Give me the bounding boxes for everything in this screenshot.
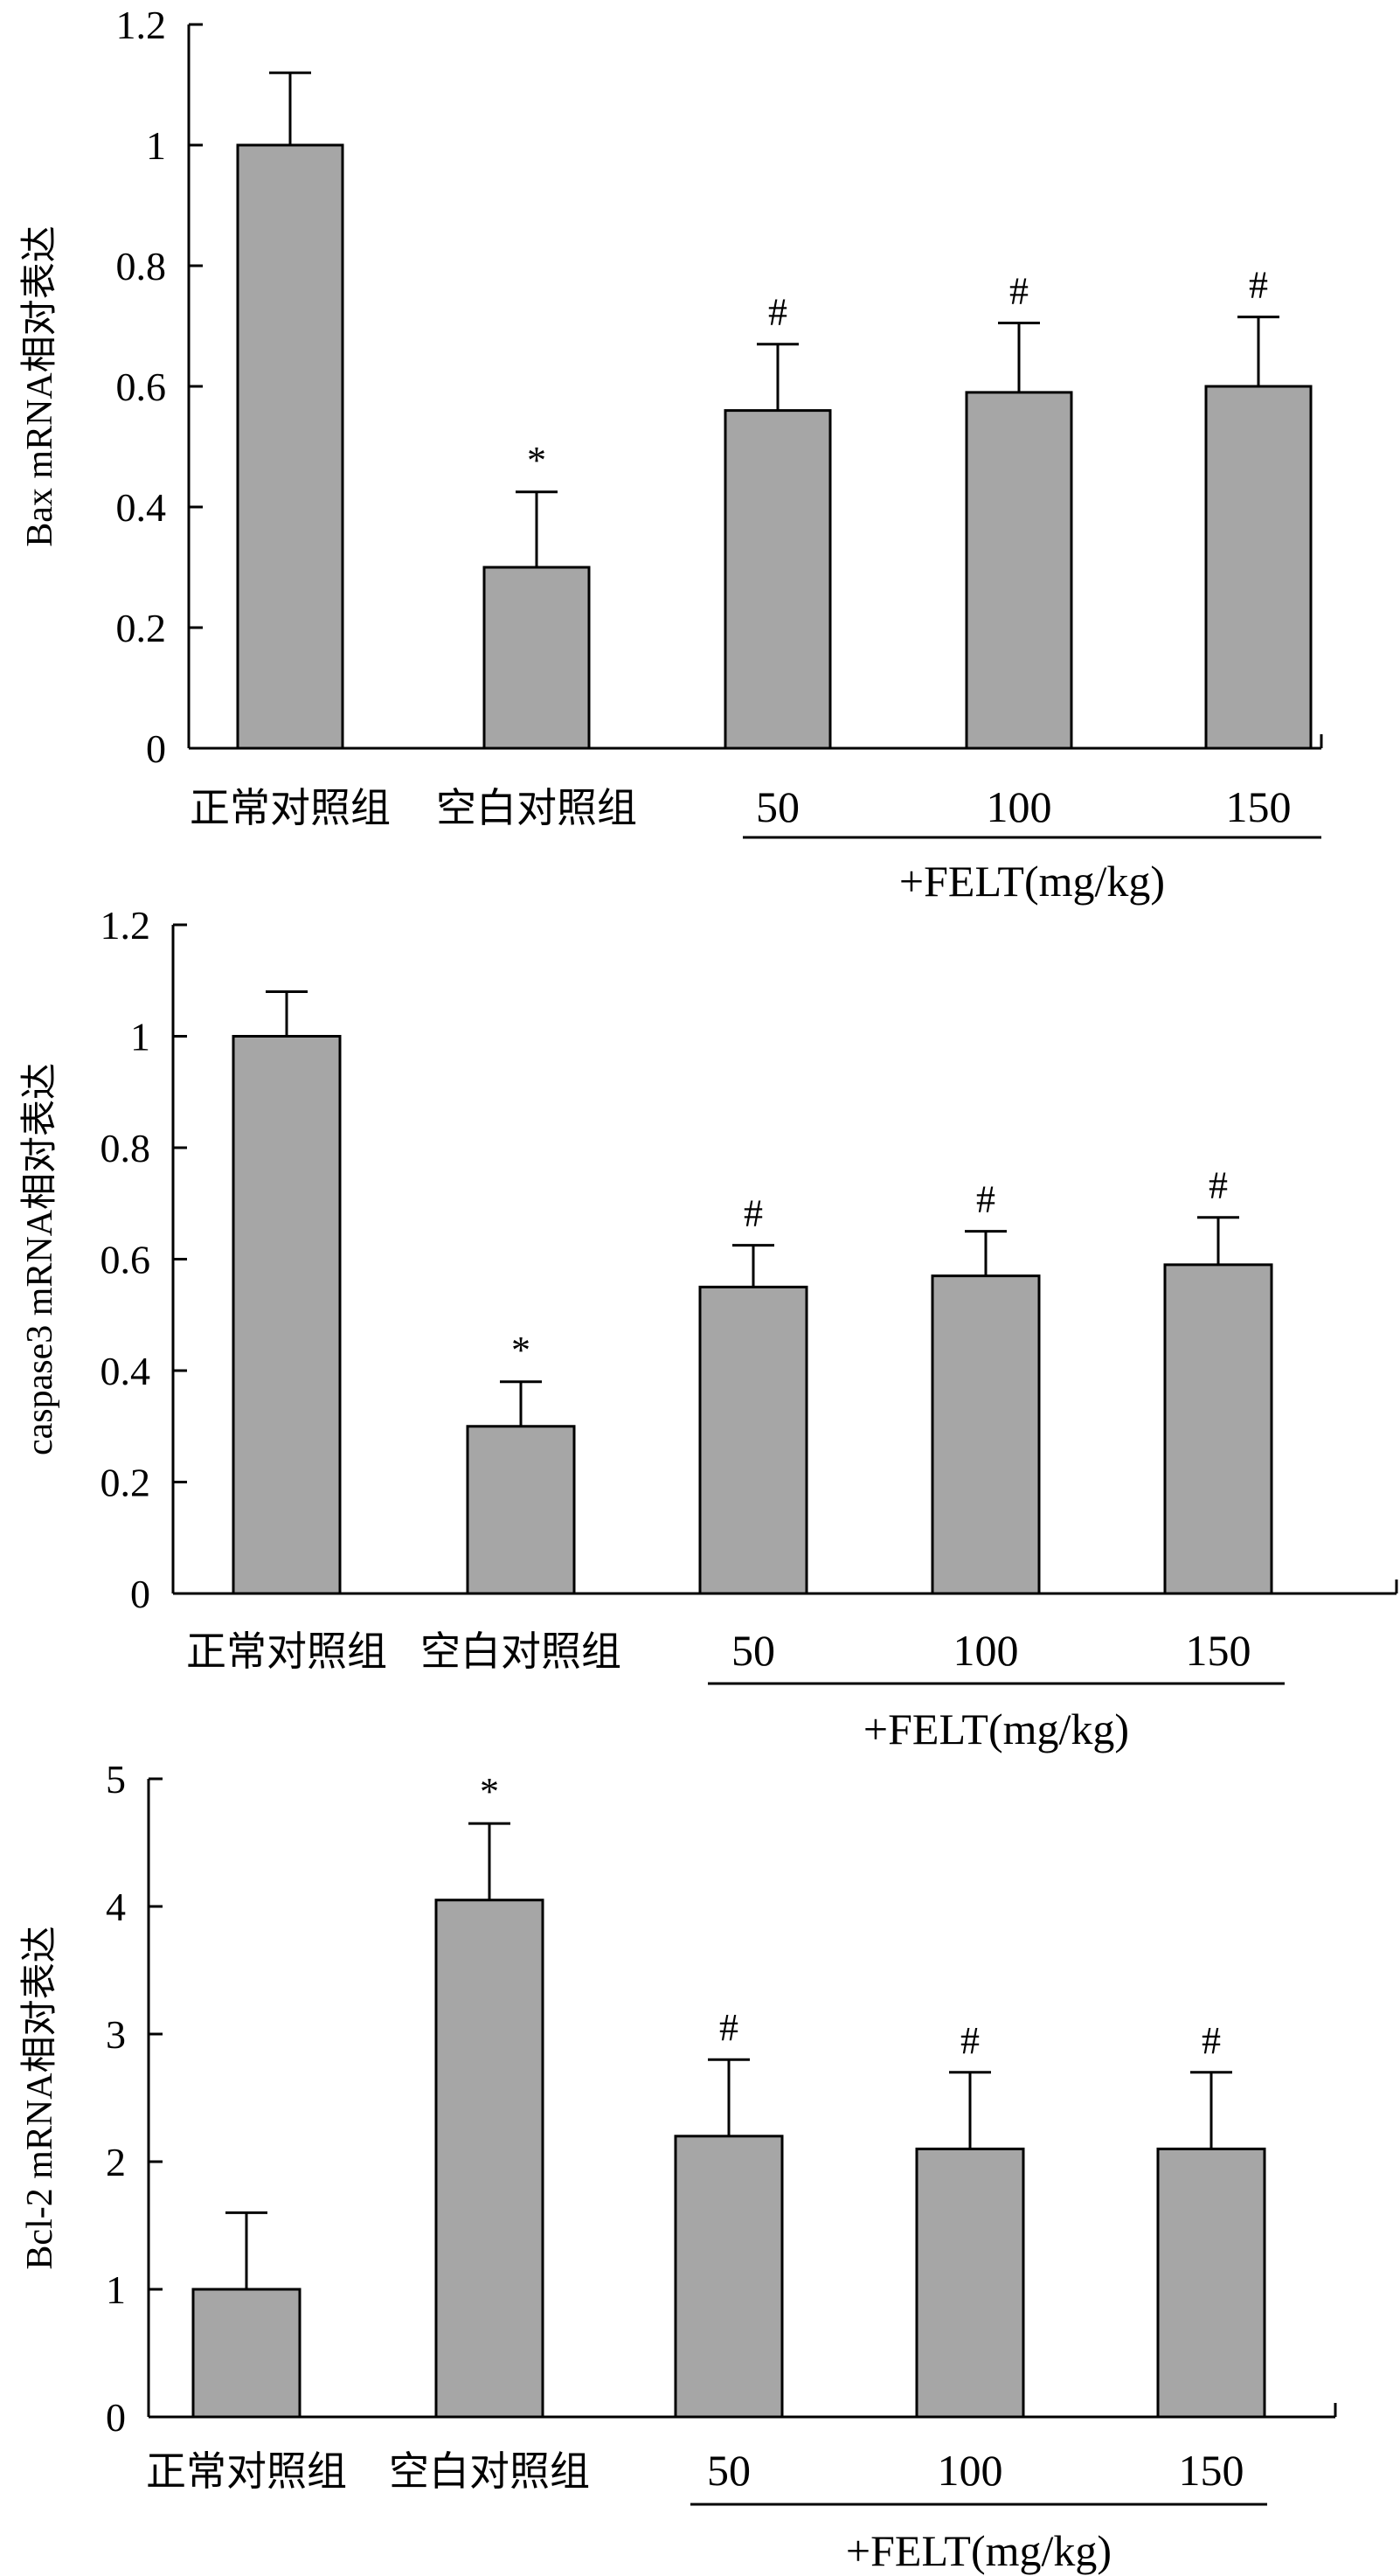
category-label: 150 — [1179, 2446, 1244, 2495]
significance-marker: # — [976, 1178, 995, 1221]
category-label: 100 — [938, 2446, 1003, 2495]
category-label: 正常对照组 — [190, 784, 391, 831]
y-tick-label: 1 — [106, 2267, 126, 2312]
category-label: 正常对照组 — [186, 1628, 387, 1675]
bar — [915, 2147, 1025, 2419]
significance-marker: # — [1209, 1164, 1228, 1207]
bar — [191, 2288, 301, 2419]
category-label: 50 — [731, 1626, 775, 1675]
y-tick-label: 1 — [130, 1015, 150, 1059]
significance-marker: * — [527, 439, 546, 482]
category-label: 100 — [987, 782, 1052, 831]
bar — [674, 2135, 784, 2419]
y-tick-label: 3 — [106, 2012, 126, 2057]
y-tick-label: 4 — [106, 1885, 126, 1929]
y-tick-label: 0.8 — [116, 244, 167, 288]
category-label: 100 — [953, 1626, 1019, 1675]
bar — [1204, 385, 1313, 750]
y-tick-label: 0 — [106, 2395, 126, 2440]
significance-marker: # — [1202, 2019, 1221, 2062]
significance-marker: # — [1009, 270, 1029, 313]
bar — [232, 1035, 342, 1595]
category-label: 50 — [756, 782, 800, 831]
group-label: +FELT(mg/kg) — [863, 1705, 1129, 1753]
significance-marker: # — [744, 1192, 763, 1235]
significance-marker: * — [480, 1770, 499, 1813]
y-axis-title: Bax mRNA相对表达 — [20, 226, 60, 547]
bar — [965, 391, 1073, 750]
y-tick-label: 0 — [130, 1572, 150, 1616]
bar — [466, 1425, 576, 1595]
y-tick-label: 0.6 — [100, 1238, 151, 1282]
bar — [1156, 2147, 1266, 2419]
y-tick-label: 1 — [146, 123, 166, 168]
category-label: 空白对照组 — [420, 1628, 621, 1675]
bar — [1163, 1263, 1273, 1595]
bar — [434, 1899, 544, 2419]
y-tick-label: 0.6 — [116, 365, 167, 409]
group-label: +FELT(mg/kg) — [899, 857, 1165, 906]
y-tick-label: 5 — [106, 1757, 126, 1802]
bar — [698, 1285, 808, 1595]
significance-marker: # — [768, 291, 787, 334]
bar — [236, 143, 344, 750]
bar — [724, 409, 832, 750]
bar — [931, 1274, 1041, 1595]
y-tick-label: 2 — [106, 2140, 126, 2184]
y-tick-label: 0.8 — [100, 1126, 151, 1170]
y-tick-label: 0.4 — [116, 485, 167, 530]
significance-marker: # — [1249, 264, 1268, 307]
y-tick-label: 0.2 — [100, 1461, 151, 1505]
category-label: 空白对照组 — [389, 2448, 590, 2495]
category-label: 空白对照组 — [436, 784, 637, 831]
significance-marker: # — [960, 2019, 980, 2062]
y-tick-label: 0 — [146, 726, 166, 771]
y-axis-title: Bcl-2 mRNA相对表达 — [20, 1926, 60, 2269]
bar — [482, 566, 591, 750]
significance-marker: # — [719, 2006, 738, 2049]
group-label: +FELT(mg/kg) — [846, 2526, 1112, 2575]
category-label: 50 — [707, 2446, 751, 2495]
significance-marker: * — [511, 1329, 530, 1371]
category-label: 正常对照组 — [146, 2448, 347, 2495]
y-tick-label: 1.2 — [116, 3, 167, 47]
y-tick-label: 0.2 — [116, 606, 167, 650]
y-tick-label: 0.4 — [100, 1349, 151, 1393]
y-tick-label: 1.2 — [100, 903, 151, 948]
y-axis-title: caspase3 mRNA相对表达 — [20, 1063, 60, 1455]
category-label: 150 — [1226, 782, 1292, 831]
category-label: 150 — [1186, 1626, 1251, 1675]
